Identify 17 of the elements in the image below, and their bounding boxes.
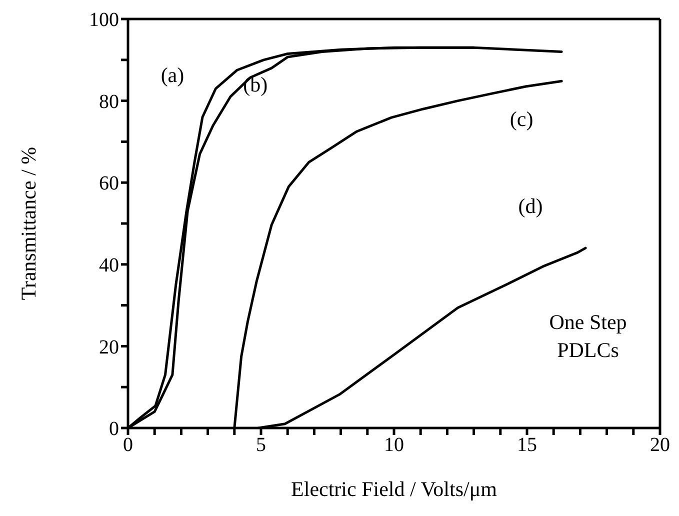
annotation: One Step PDLCs xyxy=(548,309,628,364)
x-tick-label: 20 xyxy=(650,434,670,456)
x-tick-label: 0 xyxy=(123,434,133,456)
series-label: (a) xyxy=(160,62,184,87)
y-tick-label: 60 xyxy=(99,172,119,195)
x-tick-label: 15 xyxy=(517,434,537,456)
y-tick-label: 0 xyxy=(109,418,119,440)
y-tick-label: 20 xyxy=(99,336,119,358)
series-label: (c) xyxy=(510,106,534,131)
y-axis-title: Transmittance / % xyxy=(16,146,40,300)
y-tick-label: 100 xyxy=(89,9,119,32)
x-tick-label: 5 xyxy=(256,434,266,456)
x-tick-label: 10 xyxy=(384,434,404,456)
y-tick-label: 80 xyxy=(99,90,119,113)
x-axis-title: Electric Field / Volts/μm xyxy=(291,477,497,501)
y-tick-label: 40 xyxy=(99,254,119,276)
text: (d) xyxy=(518,194,543,218)
